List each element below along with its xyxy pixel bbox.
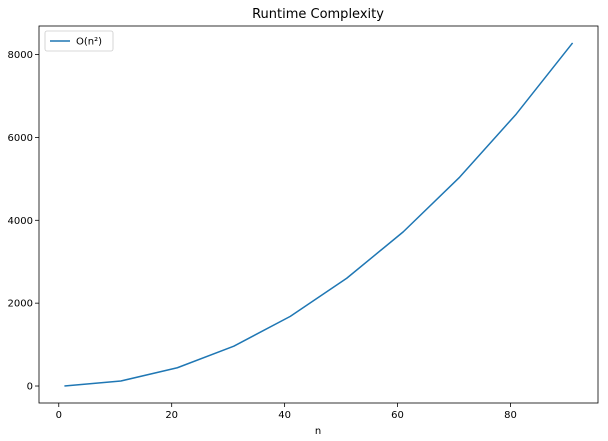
legend: O(n²) (44, 30, 114, 52)
legend-box (44, 30, 114, 52)
y-axis: 0 2000 4000 6000 8000 (8, 50, 39, 393)
x-tick-label: 60 (391, 410, 404, 421)
y-tick-label: 6000 (8, 133, 33, 144)
series-line-0 (64, 42, 574, 387)
x-axis: 0 20 40 60 80 (56, 403, 517, 421)
plot-frame (38, 25, 599, 404)
legend-label: O(n²) (76, 37, 102, 48)
y-tick-label: 4000 (8, 216, 33, 227)
x-tick-label: 80 (504, 410, 517, 421)
y-tick-label: 2000 (8, 299, 33, 310)
x-axis-label: n (315, 426, 321, 437)
series-layer (64, 42, 574, 387)
plot-area (38, 25, 599, 404)
chart-title: Runtime Complexity (252, 7, 384, 22)
x-tick-label: 0 (56, 410, 62, 421)
y-tick-label: 0 (27, 382, 33, 393)
y-tick-label: 8000 (8, 50, 33, 61)
x-tick-label: 40 (278, 410, 291, 421)
x-tick-label: 20 (165, 410, 178, 421)
